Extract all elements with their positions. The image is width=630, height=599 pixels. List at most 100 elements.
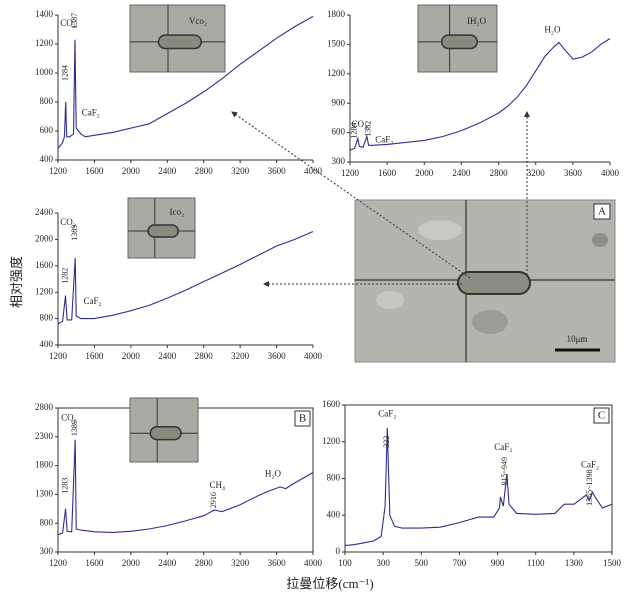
- annotation: 1284: [349, 123, 358, 139]
- y-tick-label: 600: [40, 125, 54, 135]
- x-tick-label: 1200: [341, 168, 360, 178]
- spectrum-line: [57, 15, 314, 149]
- inset-bubble: [149, 426, 182, 441]
- x-tick-label: 3200: [231, 351, 250, 361]
- scale-label: 10μm: [567, 334, 588, 344]
- inset-image: [129, 397, 199, 463]
- annotation: 1282: [60, 268, 69, 284]
- inset-image: Vco₂: [129, 4, 226, 73]
- x-tick-label: 2400: [158, 351, 177, 361]
- annotation: 1387: [70, 13, 79, 29]
- x-tick-label: 3600: [564, 168, 583, 178]
- x-tick-label: 1200: [49, 558, 68, 568]
- annotation: 1283: [60, 478, 69, 494]
- x-tick-label: 3600: [268, 166, 287, 176]
- y-tick-label: 1500: [327, 38, 346, 48]
- annotation: CH₄: [210, 480, 226, 490]
- spectrum-line: [57, 230, 314, 325]
- y-tick-label: 800: [40, 517, 54, 527]
- x-tick-label: 2800: [195, 351, 214, 361]
- y-tick-label: 1800: [327, 9, 346, 19]
- y-tick-label: 300: [40, 546, 54, 556]
- x-tick-label: 2000: [122, 558, 141, 568]
- x-tick-label: 1600: [85, 166, 104, 176]
- x-tick-label: 3600: [268, 558, 287, 568]
- inset-bubble: [157, 34, 202, 50]
- annotation: CO₂: [60, 18, 76, 28]
- y-tick-label: 1600: [322, 399, 341, 409]
- x-tick-label: 1600: [378, 168, 397, 178]
- x-tick-label: 1300: [565, 558, 584, 568]
- annotation: CaF₂: [82, 108, 100, 118]
- y-tick-label: 1000: [35, 67, 54, 77]
- annotation: CaF₂: [375, 135, 393, 145]
- y-tick-label: 2000: [35, 233, 54, 243]
- x-tick-label: 300: [376, 558, 390, 568]
- x-tick-label: 3600: [268, 351, 287, 361]
- x-tick-label: 2400: [158, 166, 177, 176]
- annotation: 322: [382, 436, 391, 448]
- y-tick-label: 900: [332, 97, 346, 107]
- x-tick-label: 3200: [231, 166, 250, 176]
- x-tick-label: 100: [338, 558, 352, 568]
- annotation: H₂O: [544, 25, 561, 35]
- y-tick-label: 300: [332, 156, 346, 166]
- x-tick-label: 2400: [452, 168, 471, 178]
- x-tick-label: 4000: [601, 168, 620, 178]
- y-tick-label: 800: [40, 96, 54, 106]
- y-tick-label: 2800: [35, 402, 54, 412]
- x-tick-label: 1100: [527, 558, 545, 568]
- x-tick-label: 2000: [122, 351, 141, 361]
- annotation: CO₂: [351, 119, 367, 129]
- x-tick-label: 1600: [85, 558, 104, 568]
- x-tick-label: 500: [415, 558, 429, 568]
- annotation: 1389: [70, 420, 79, 436]
- panel-label-box: [593, 407, 610, 424]
- x-tick-label: 1200: [49, 351, 68, 361]
- inset-label: IH₂O: [467, 16, 487, 26]
- annotation: H₂O: [265, 468, 282, 478]
- x-tick-label: 3200: [231, 558, 250, 568]
- y-tick-label: 2400: [35, 207, 54, 217]
- annotation: CO₂: [61, 412, 77, 422]
- y-tick-label: 2300: [35, 431, 54, 441]
- annotation: 1365~1398: [585, 470, 594, 506]
- panel-label: A: [598, 206, 606, 218]
- spectrum-line: [349, 38, 611, 151]
- plot-frame: [344, 404, 613, 553]
- y-tick-label: 600: [332, 127, 346, 137]
- annotation: 2916: [209, 492, 218, 508]
- inset-bubble: [147, 224, 180, 238]
- x-axis-label: 拉曼位移(cm⁻¹): [286, 576, 373, 591]
- y-tick-label: 1800: [35, 460, 54, 470]
- x-tick-label: 4000: [304, 166, 323, 176]
- x-tick-label: 1200: [49, 166, 68, 176]
- x-tick-label: 1500: [603, 558, 622, 568]
- y-tick-label: 800: [40, 313, 54, 323]
- y-tick-label: 1200: [322, 436, 341, 446]
- inset-image: IH₂O: [417, 4, 498, 73]
- x-tick-label: 2000: [122, 166, 141, 176]
- inset-label: Ico₂: [170, 207, 185, 217]
- annotation: CaF₂: [581, 460, 599, 470]
- y-tick-label: 400: [40, 339, 54, 349]
- y-tick-label: 1200: [327, 68, 346, 78]
- y-tick-label: 1200: [35, 38, 54, 48]
- annotation: 1382: [363, 121, 372, 137]
- x-tick-label: 2800: [490, 168, 509, 178]
- inset-bubble: [440, 34, 479, 50]
- inset-image: Ico₂: [127, 197, 196, 259]
- annotation: 1389: [70, 225, 79, 241]
- spectrum-line: [57, 439, 314, 536]
- x-tick-label: 700: [453, 558, 467, 568]
- micrograph: A 10μm: [354, 199, 616, 363]
- y-axis-label: 相对强度: [9, 256, 24, 308]
- inset-label: Vco₂: [189, 16, 207, 26]
- annotation: CaF₂: [378, 408, 396, 418]
- y-tick-label: 1300: [35, 488, 54, 498]
- annotation: 1284: [60, 65, 69, 81]
- x-tick-label: 900: [491, 558, 505, 568]
- spectrum-line: [344, 427, 613, 547]
- x-tick-label: 3200: [527, 168, 546, 178]
- pointer-arrows: [231, 111, 530, 287]
